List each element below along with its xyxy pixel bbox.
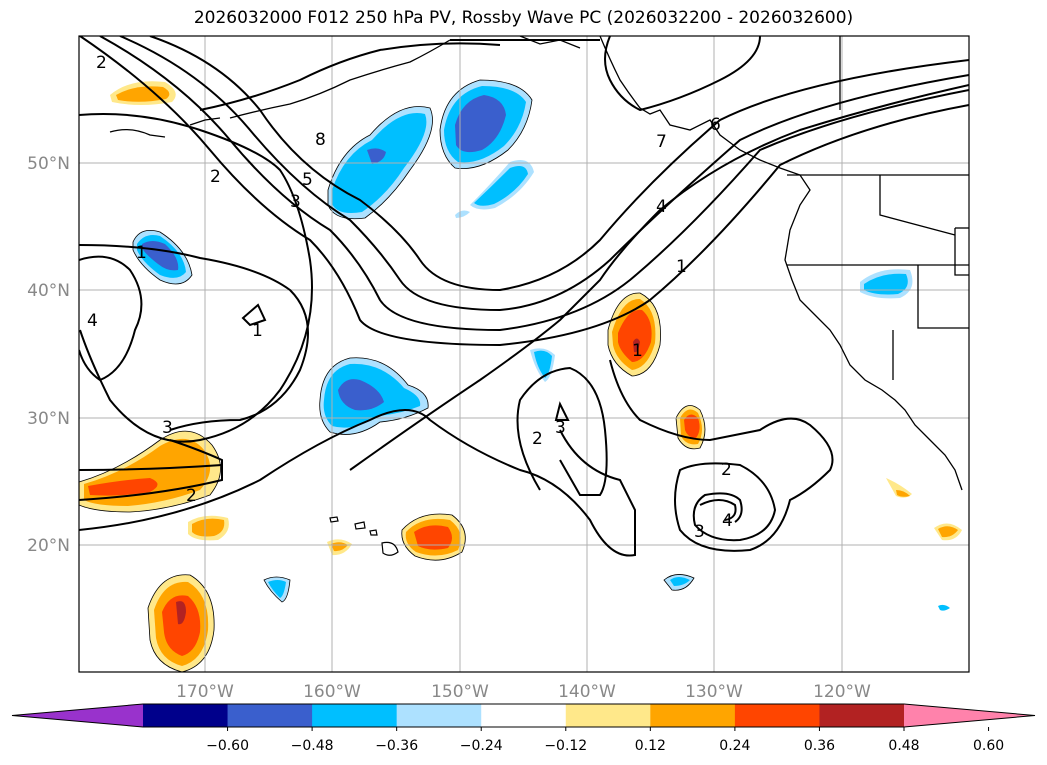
lat-label: 50°N <box>27 154 70 174</box>
colorbar-outline <box>11 703 1036 728</box>
colorbar-tick-label: −0.12 <box>544 738 587 754</box>
colorbar-tick-label: −0.24 <box>460 738 503 754</box>
contour-label: 4 <box>722 511 733 531</box>
colorbar-tick-label: 0.24 <box>719 738 750 754</box>
anomaly-outlines <box>79 79 706 672</box>
contour-label: 2 <box>532 429 543 449</box>
contour-label: 4 <box>87 311 98 331</box>
map-gridlines <box>79 36 969 672</box>
contour-label: 7 <box>656 132 667 152</box>
colorbar: −0.60 −0.48 −0.36 −0.24 −0.12 0.12 0.24 0.36 0.4… <box>11 703 1036 754</box>
lon-label: 140°W <box>558 682 616 702</box>
contour-label: 1 <box>136 243 147 263</box>
colorbar-tick-label: −0.36 <box>375 738 418 754</box>
coastlines <box>109 36 969 491</box>
lon-label: 160°W <box>303 682 361 702</box>
contour-label: 4 <box>656 197 667 217</box>
colorbar-segment <box>481 704 567 727</box>
colorbar-segment <box>734 704 820 727</box>
colorbar-tick-label: 0.48 <box>888 738 919 754</box>
contour-label: 2 <box>96 53 107 73</box>
lat-label: 40°N <box>27 281 70 301</box>
colorbar-segment <box>650 704 736 727</box>
colorbar-tick-label: 0.12 <box>635 738 666 754</box>
map-frame <box>78 35 970 673</box>
colorbar-tick-label: 0.60 <box>973 738 1004 754</box>
colorbar-segment <box>819 704 905 727</box>
contour-label: 2 <box>721 460 732 480</box>
map-area: 2 1 8 7 6 5 3 2 4 1 1 1 4 3 2 3 2 2 3 4 <box>79 36 969 672</box>
contour-label: 3 <box>555 418 566 438</box>
contour-label: 5 <box>302 170 313 190</box>
colorbar-segment <box>143 704 229 727</box>
contour-label: 3 <box>694 522 705 542</box>
colorbar-extend-min <box>12 704 143 727</box>
contour-label: 3 <box>162 418 173 438</box>
lat-label: 20°N <box>27 536 70 556</box>
longitude-labels: 170°W 160°W 150°W 140°W 130°W 120°W <box>176 682 871 702</box>
colorbar-tick-label: 0.36 <box>804 738 835 754</box>
hawaii-islands <box>329 516 399 556</box>
pv-contours <box>79 36 969 557</box>
map-title: 2026032000 F012 250 hPa PV, Rossby Wave … <box>193 8 854 28</box>
lon-label: 170°W <box>176 682 234 702</box>
lon-label: 120°W <box>813 682 871 702</box>
colorbar-segment <box>565 704 651 727</box>
positive-anomaly-shading <box>79 81 962 672</box>
colorbar-segment <box>227 704 313 727</box>
contour-label: 8 <box>315 130 326 150</box>
contour-label: 3 <box>290 192 301 212</box>
lon-label: 150°W <box>431 682 489 702</box>
colorbar-tick-label: −0.48 <box>291 738 334 754</box>
lon-label: 130°W <box>685 682 743 702</box>
pv-contour-labels: 2 1 8 7 6 5 3 2 4 1 1 1 4 3 2 3 2 2 3 4 <box>87 53 733 542</box>
contour-label: 1 <box>632 341 643 361</box>
colorbar-segment <box>396 704 482 727</box>
contour-label: 1 <box>252 321 263 341</box>
contour-label: 2 <box>210 167 221 187</box>
lat-label: 30°N <box>27 409 70 429</box>
colorbar-tick-label: −0.60 <box>206 738 249 754</box>
colorbar-extend-max <box>904 704 1035 727</box>
contour-label: 6 <box>710 115 721 135</box>
colorbar-segment <box>312 704 398 727</box>
contour-label: 2 <box>186 486 197 506</box>
latitude-labels: 50°N 40°N 30°N 20°N <box>27 154 70 556</box>
contour-label: 1 <box>676 257 687 277</box>
